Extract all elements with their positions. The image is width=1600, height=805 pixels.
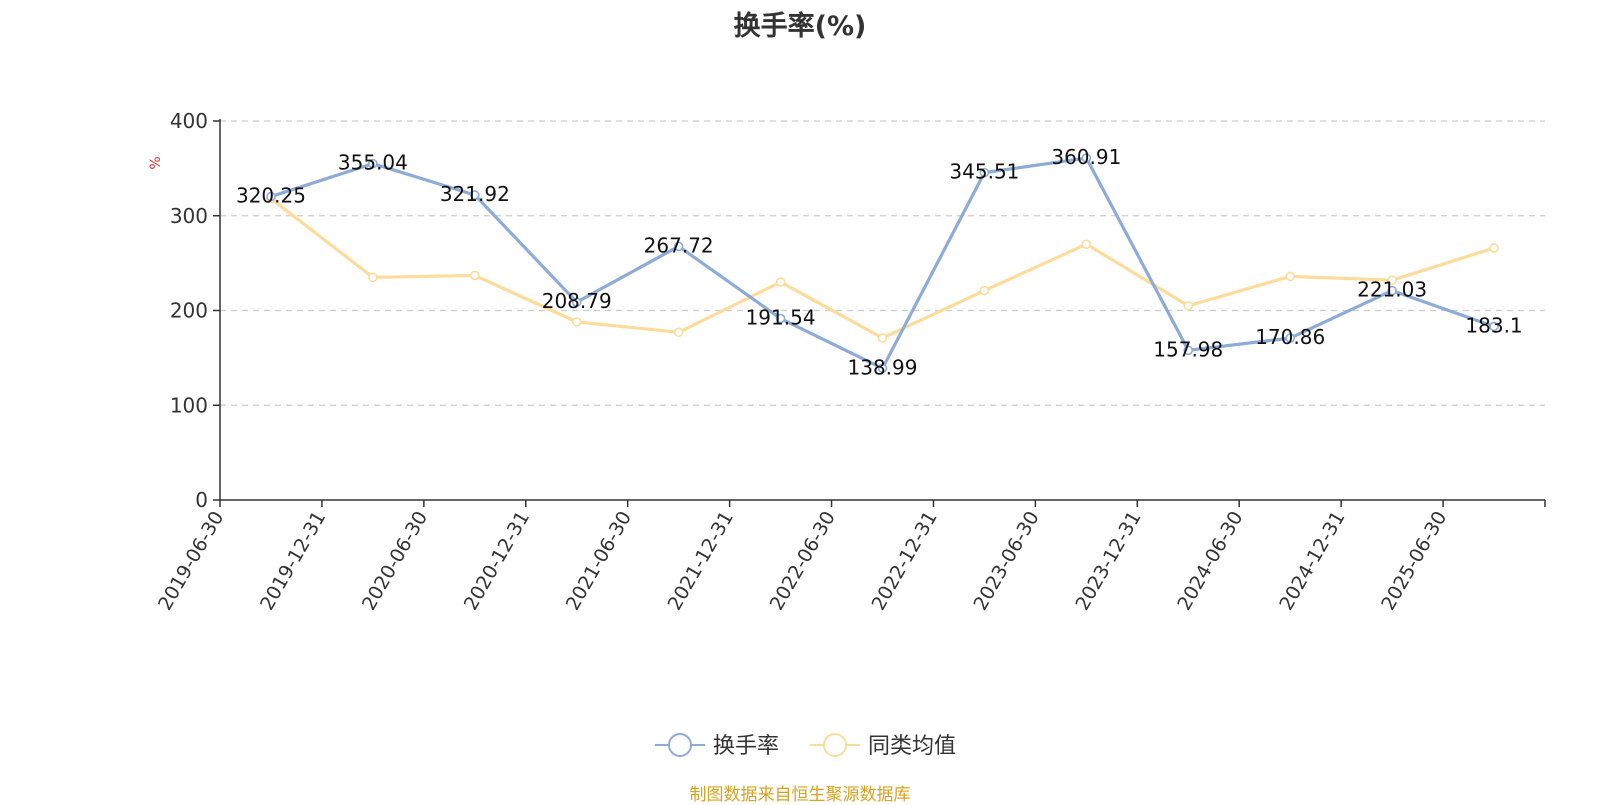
series-1-point[interactable] [673,327,684,338]
x-tick-label: 2024-12-31 [1275,508,1349,615]
series-0-point[interactable] [571,297,582,307]
series-1-point[interactable] [1387,275,1397,285]
series-0-point[interactable] [775,313,786,324]
series-0-point[interactable] [979,167,990,178]
series-0-point[interactable] [1081,153,1092,163]
y-tick-label: 400 [170,109,208,133]
legend-label: 同类均值 [868,734,956,759]
series-0-point[interactable] [470,190,480,200]
series-1-point[interactable] [1285,271,1295,282]
series-1-point[interactable] [368,272,378,283]
series-line-1 [269,197,1495,340]
series-0-point[interactable] [1285,333,1295,343]
x-tick-label: 2024-06-30 [1173,508,1247,615]
data-label: 321.92 [440,182,510,206]
y-tick-label: 100 [170,393,208,417]
legend-label: 换手率 [713,734,779,759]
data-label: 267.72 [644,233,714,257]
source-note: 制图数据来自恒生聚源数据库 [689,785,911,805]
series-1-point[interactable] [775,277,786,287]
data-label: 191.54 [746,306,816,330]
chart-title: 换手率(%) [733,11,867,42]
data-label: 345.51 [949,160,1019,184]
series-0-point[interactable] [368,158,378,169]
y-tick-label: 0 [195,488,208,512]
data-label: 360.91 [1051,145,1121,169]
legend-item-1[interactable]: 同类均值 [810,733,956,759]
data-labels: 320.25 355.04 321.92 208.79 267.72 191.54 138.… [236,145,1523,379]
x-tick-label: 2019-06-30 [154,508,228,615]
x-tick-label: 2019-12-31 [256,508,330,615]
x-tick-label: 2020-12-31 [460,508,534,615]
series-1-point[interactable] [571,317,582,327]
series-1-point[interactable] [1489,243,1499,253]
x-tick-label: 2020-06-30 [358,508,432,615]
data-label: 138.99 [848,355,918,379]
series-layer [266,153,1499,374]
y-axis-unit-label: % [148,156,164,169]
series-0-point[interactable] [1183,345,1194,356]
data-label: 157.98 [1153,337,1223,361]
data-label: 355.04 [338,151,408,175]
x-tick-label: 2022-12-31 [868,508,942,615]
data-label: 320.25 [236,184,306,208]
x-tick-label: 2023-06-30 [969,508,1043,615]
series-0-point[interactable] [877,363,888,374]
series-1-point[interactable] [979,285,990,296]
series-1-point[interactable] [1183,300,1194,311]
data-label: 208.79 [542,289,612,313]
series-0-point[interactable] [1489,321,1499,332]
data-label: 221.03 [1357,278,1427,302]
y-tick-label: 300 [170,204,208,228]
series-1-point[interactable] [877,333,888,343]
data-label: 170.86 [1255,325,1325,349]
y-tick-label: 200 [170,299,208,323]
series-0-point[interactable] [673,241,684,252]
legend-marker-icon [823,733,847,757]
legend-item-0[interactable]: 换手率 [655,733,779,759]
x-tick-label: 2023-12-31 [1071,508,1145,615]
series-0-point[interactable] [266,191,276,202]
data-label: 183.1 [1465,314,1522,338]
x-tick-label: 2025-06-30 [1377,508,1451,615]
legend-marker-icon [668,733,692,757]
legend[interactable]: 换手率 同类均值 [655,733,956,759]
series-1-point[interactable] [470,270,480,281]
x-tick-label: 2022-06-30 [766,508,840,615]
grid-lines [220,120,1545,406]
series-0-point[interactable] [1387,285,1397,296]
series-1-point[interactable] [1081,239,1092,249]
x-tick-label: 2021-12-31 [664,508,738,615]
x-tick-label: 2021-06-30 [562,508,636,615]
